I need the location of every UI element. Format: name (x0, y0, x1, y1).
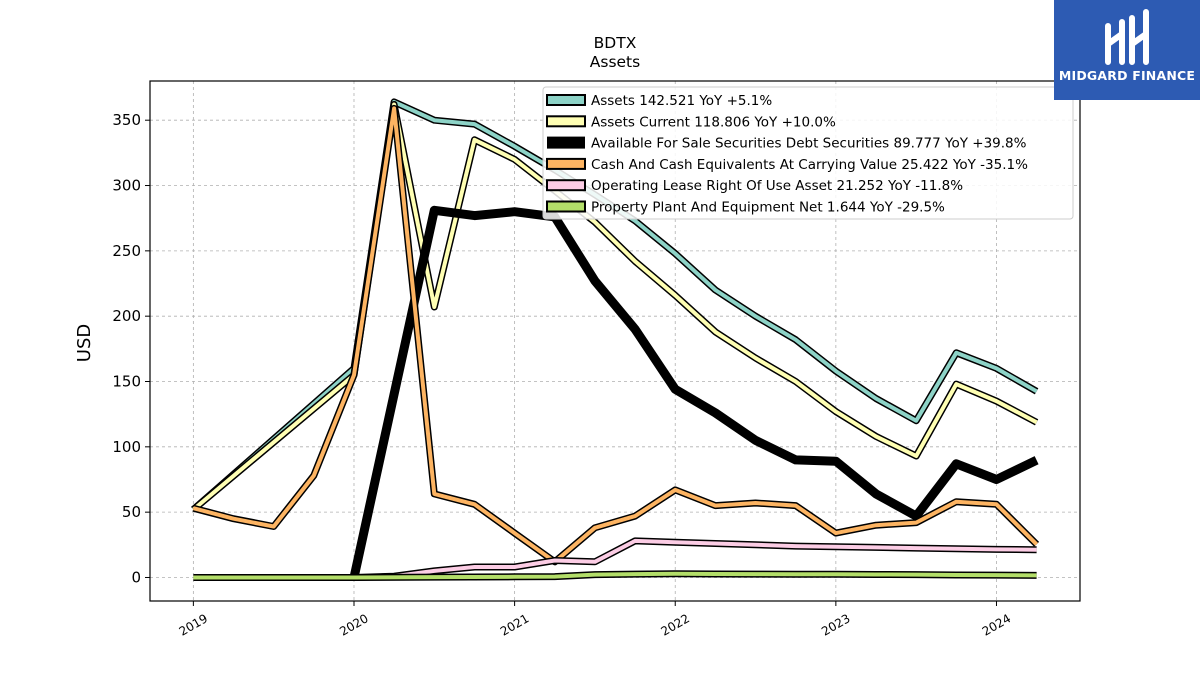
x-tick-label: 2020 (337, 611, 370, 638)
x-axis: 2019 2020 2021 2022 2023 2024 (177, 601, 1013, 639)
legend-entry: Assets 142.521 YoY +5.1% (591, 93, 772, 109)
y-tick-label: 150 (112, 373, 141, 391)
legend-entry: Cash And Cash Equivalents At Carrying Va… (591, 157, 1028, 173)
series-line (191, 101, 1039, 513)
plot-area (149, 80, 1081, 602)
legend-entry: Property Plant And Equipment Net 1.644 Y… (591, 200, 945, 216)
series-line-stroke (192, 102, 1038, 512)
chart-title: BDTX (594, 34, 637, 52)
legend-swatch (546, 115, 586, 128)
y-tick-label: 250 (112, 242, 141, 260)
series-line (191, 98, 1039, 513)
legend-entry: Available For Sale Securities Debt Secur… (591, 136, 1027, 152)
x-tick-label: 2023 (819, 611, 852, 638)
logo-mark-icon (1105, 9, 1149, 65)
series-line-stroke (192, 99, 1038, 512)
series-line (193, 570, 1037, 581)
legend-swatch (546, 157, 586, 170)
y-tick-label: 100 (112, 438, 141, 456)
series-line-stroke (353, 538, 1037, 580)
y-axis: 0 50 100 150 200 250 300 350 (112, 111, 150, 586)
y-axis-label: USD (74, 324, 95, 362)
legend-box (542, 86, 1074, 220)
legend: Assets 142.521 YoY +5.1% Assets Current 1… (542, 86, 1074, 220)
y-tick-label: 200 (112, 307, 141, 325)
x-tick-label: 2022 (659, 611, 692, 638)
series-line (192, 104, 1040, 566)
legend-swatch (546, 179, 586, 192)
series-line-stroke (349, 205, 1039, 579)
x-tick-label: 2024 (980, 611, 1013, 638)
y-tick-label: 350 (112, 111, 141, 129)
x-tick-label: 2021 (498, 611, 531, 638)
y-tick-label: 300 (112, 177, 141, 195)
legend-swatch (546, 94, 586, 106)
series-group (191, 98, 1040, 581)
y-tick-label: 0 (131, 568, 141, 586)
logo-text: MIDGARD FINANCE (1058, 68, 1196, 83)
legend-swatch (546, 200, 586, 213)
legend-swatch (547, 136, 585, 149)
x-tick-label: 2019 (177, 611, 210, 638)
series-line (349, 205, 1039, 579)
series-line (353, 537, 1037, 581)
chart-subtitle: Assets (590, 53, 640, 71)
legend-entry: Assets Current 118.806 YoY +10.0% (591, 114, 836, 130)
legend-entry: Operating Lease Right Of Use Asset 21.25… (591, 178, 963, 194)
midgard-finance-logo: MIDGARD FINANCE (1054, 0, 1200, 100)
series-line-stroke (193, 571, 1037, 580)
series-line-stroke (192, 106, 1039, 564)
y-tick-label: 50 (122, 503, 141, 521)
